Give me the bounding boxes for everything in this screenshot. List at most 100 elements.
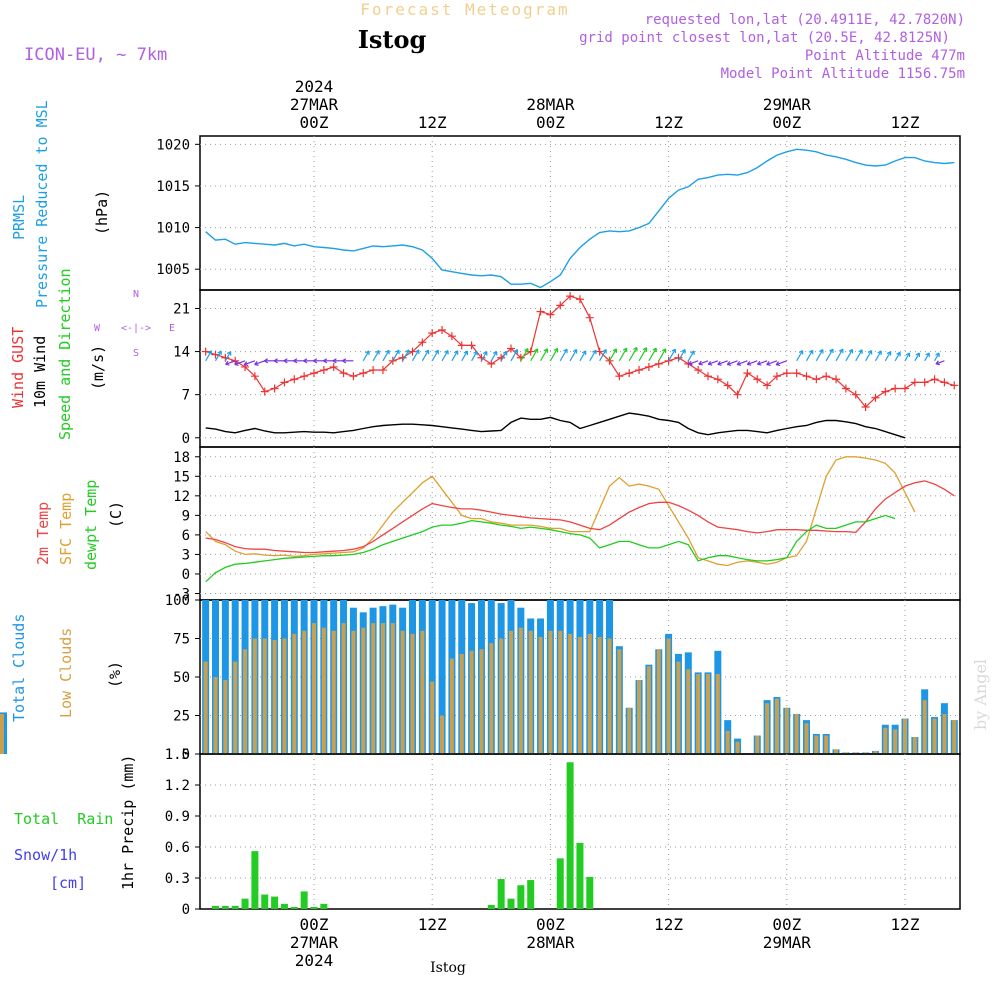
pressure-ytick-label: 1010 [156,221,190,237]
low-clouds-bar [469,650,474,754]
precip-ytick-label: 1.2 [165,778,190,794]
wind-gust-point [575,295,584,304]
wind-direction-arrowhead [867,349,873,355]
wind-direction-arrowhead [254,360,259,366]
low-clouds-bar [499,638,504,754]
low-clouds-bar [528,630,533,754]
precip-bar [556,858,564,909]
wind-gust-point [802,372,811,381]
wind-gust-point [753,375,762,384]
precip-ytick-label: 0 [182,902,190,918]
low-clouds-bar [932,718,937,754]
low-clouds-bar [755,735,760,754]
wind-direction-arrow [372,350,380,362]
precip-bar [241,898,249,909]
wind-direction-arrow [559,348,568,362]
precip-bar [251,851,259,909]
precip-bar [576,842,584,909]
wind-direction-arrow [835,348,844,362]
pressure-ytick-label: 1020 [156,137,190,153]
wind-direction-arrowhead [808,349,814,355]
time-label: 12Z [654,113,683,132]
station-title: Istog [358,25,427,54]
wind-gust-point [940,378,949,387]
wind-direction-arrowhead [935,360,940,366]
wind-gust-point [260,387,269,396]
wind-direction-arrowhead [698,360,703,366]
dewpt-label: dewpt Temp [82,480,100,570]
low-clouds-bar [420,630,425,754]
wind-direction-arrowhead [375,349,380,355]
low-clouds-bar [213,677,218,754]
wind-direction-arrow [205,350,212,362]
wind-direction-arrowhead [756,360,762,366]
low-clouds-bar [459,653,464,754]
low-clouds-bar [774,698,779,754]
low-clouds-bar [637,680,642,754]
time-label: 12Z [654,915,683,934]
wind-direction-arrow [471,351,478,362]
time-label: 27MAR [290,933,339,952]
compass-rose: N S W E <-|-> [94,289,175,359]
wind-direction-arrowhead [207,350,213,355]
low-clouds-bar [321,627,326,754]
wind-direction-arrowhead [592,349,597,355]
wind-direction-arrowhead [602,349,607,354]
wind-direction-arrowhead [453,350,459,355]
wind-gust-point [625,369,634,378]
temp-ytick-label: 12 [173,489,190,505]
wind-gust-point [910,378,919,387]
sfc-temp-label: SFC Temp [57,493,75,565]
precip-bar [280,903,288,909]
wind-direction-arrow [480,351,488,362]
wind-direction-arrowhead [273,358,278,364]
wind-direction-arrow [855,349,863,362]
compass-arrow: <-|-> [121,323,151,334]
low-clouds-bar [607,638,612,754]
wind-direction-arrowhead [681,349,686,354]
wind-direction-arrowhead [622,347,628,353]
wind-gust-point [339,369,348,378]
precip-ytick-label: 0.6 [165,840,190,856]
wind-direction-arrowhead [553,347,559,353]
precip-bar [221,905,229,909]
total-clouds-bar [428,600,436,754]
low-clouds-bar [351,630,356,754]
temp-unit: (C) [107,501,125,528]
wind-gust-point [861,402,870,411]
wind-direction-arrow [224,351,232,362]
low-clouds-bar [834,749,839,754]
precip-bar [566,762,574,909]
low-clouds-bar [735,741,740,754]
precip-bar [231,905,239,909]
wind-direction-arrowhead [234,361,239,366]
wind-gust-point [851,390,860,399]
clouds-panel: Total Clouds Low Clouds (%) 0 25 50 75 100 [0,593,961,763]
wind-direction-arrow [648,347,657,362]
pressure-panel: PRMSL Pressure Reduced to MSL (hPa) 1005… [10,100,961,308]
precip-bar [497,879,505,909]
low-clouds-bar [430,681,435,754]
wind-gust-point [487,359,496,368]
wind-direction-arrowhead [935,352,940,358]
low-clouds-bar [686,669,691,754]
low-clouds-bar [903,718,907,754]
precip-bar [290,906,298,909]
wind-gust-point [329,362,338,371]
wind-direction-arrowhead [434,349,439,355]
wind-direction-arrow [894,352,901,362]
wind-direction-arrow [658,348,667,362]
wind-gust-point [270,384,279,393]
low-clouds-bar [538,636,543,754]
wind-gust-label: Wind GUST [9,327,27,408]
wind-gust-point [566,292,575,301]
wind-direction-arrowhead [925,352,930,358]
time-label: 00Z [536,113,565,132]
wind-gust-point [950,381,959,390]
wind-direction-arrowhead [225,360,230,366]
precip-bar [310,906,318,909]
temp-ytick-label: 0 [182,567,190,583]
low-clouds-bar [400,630,405,754]
wind-direction-arrowhead [633,346,638,352]
